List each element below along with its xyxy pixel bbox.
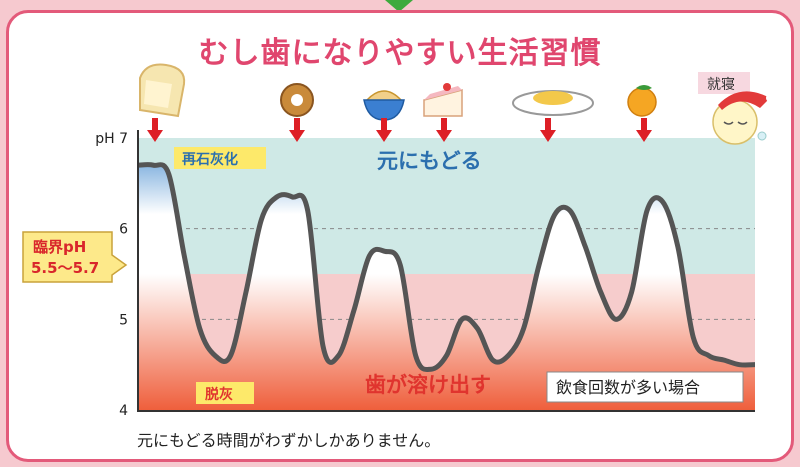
meal-plate-icon: [512, 90, 594, 116]
sleep-badge: [698, 72, 750, 94]
donut-icon: [280, 83, 314, 117]
critical-ph-range: 5.5～5.7: [31, 259, 99, 277]
y-tick-label: 4: [119, 403, 128, 419]
event-arrows: [147, 118, 652, 142]
sweets-bowl-icon: [363, 90, 405, 121]
y-tick-label: pH 7: [95, 131, 128, 147]
demineral-badge: [196, 382, 254, 404]
demineral-label: 脱灰: [205, 386, 233, 403]
critical-ph-badge: 臨界pH 5.5～5.7: [22, 231, 128, 283]
event-arrow-3: [376, 118, 392, 142]
orange-icon: [627, 85, 657, 117]
sleep-label: 就寝: [707, 76, 735, 93]
caption: 元にもどる時間がわずかしかありません。: [137, 431, 441, 450]
remineral-badge: [174, 147, 266, 169]
y-tick-label: 5: [119, 312, 128, 328]
ph-curve: [138, 162, 755, 373]
event-arrow-2: [289, 118, 305, 142]
return-label: 元にもどる: [377, 149, 482, 173]
ph-area-fill: [138, 164, 755, 410]
chart-title: むし歯になりやすい生活習慣: [198, 36, 602, 71]
cake-icon: [423, 83, 463, 117]
event-arrow-6: [636, 118, 652, 142]
remineral-label: 再石灰化: [182, 151, 238, 168]
event-arrow-1: [147, 118, 163, 142]
event-arrow-4: [436, 118, 452, 142]
sleeping-face-icon: [712, 91, 774, 145]
dissolve-label: 歯が溶け出す: [365, 373, 491, 397]
event-arrow-5: [540, 118, 556, 142]
y-ticks: pH 7 6 5 4: [95, 131, 128, 419]
critical-ph-label: 臨界pH: [33, 238, 86, 256]
top-arrow: [385, 0, 413, 12]
toast-icon: [139, 63, 186, 118]
case-badge: [546, 371, 744, 403]
y-tick-label: 6: [119, 222, 128, 238]
case-label: 飲食回数が多い場合: [556, 378, 700, 397]
